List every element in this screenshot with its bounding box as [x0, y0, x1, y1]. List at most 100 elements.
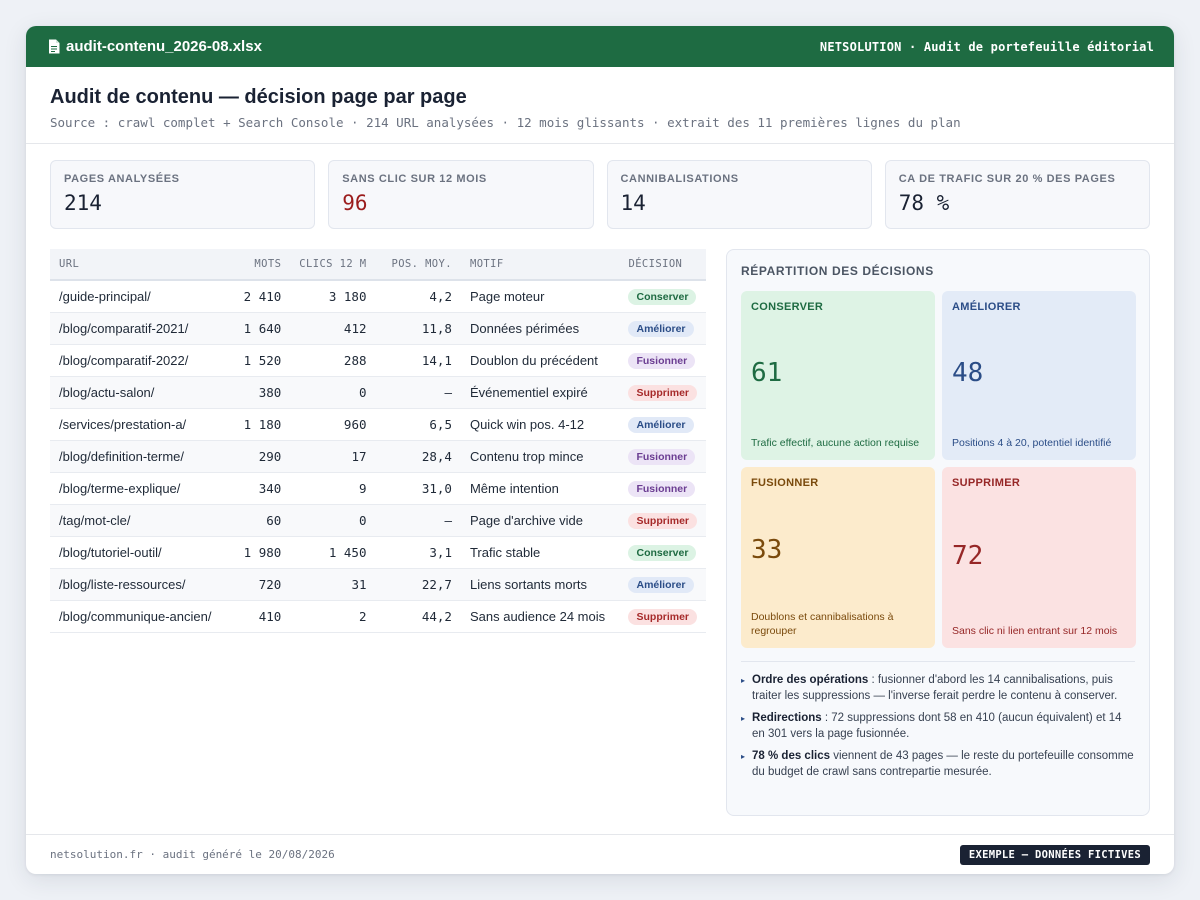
note-text: Ordre des opérations : fusionner d'abord… — [752, 672, 1135, 704]
clicks-cell: 31 — [290, 568, 376, 601]
decision-cell: Améliorer — [619, 312, 706, 345]
decision-badge: Améliorer — [628, 416, 694, 433]
table-row[interactable]: /tag/mot-cle/60 0— Page d'archive vide Supp… — [50, 504, 706, 537]
decision-badge: Conserver — [628, 288, 697, 305]
title-bar: audit-contenu_2026-08.xlsx NETSOLUTION ·… — [26, 26, 1174, 67]
table-row[interactable]: /blog/comparatif-2021/1 640 412 11,8 Donnée… — [50, 312, 706, 345]
decision-badge: Supprimer — [628, 512, 697, 529]
table-row[interactable]: /blog/terme-explique/340 9 31,0 Même intent… — [50, 472, 706, 505]
tile-fusionner: FUSIONNER 33 Doublons et cannibalisation… — [741, 467, 935, 648]
reason-cell: Quick win pos. 4-12 — [460, 408, 620, 441]
url-cell: /services/prestation-a/ — [50, 408, 235, 441]
word-count-cell: 1 980 — [234, 536, 291, 569]
decision-badge: Conserver — [628, 544, 697, 561]
clicks-cell: 1 450 — [290, 536, 376, 569]
table-row[interactable]: /blog/definition-terme/290 17 28,4 Contenu … — [50, 440, 706, 473]
decision-badge: Fusionner — [628, 448, 696, 465]
tile-description: Positions 4 à 20, potentiel identifié — [952, 437, 1112, 449]
page-subtitle: Source : crawl complet + Search Console … — [50, 115, 961, 130]
clicks-cell: 288 — [290, 344, 376, 377]
position-cell: 28,4 — [375, 440, 461, 473]
position-cell: 3,1 — [375, 536, 461, 569]
tile-supprimer: SUPPRIMER 72 Sans clic ni lien entrant s… — [942, 467, 1136, 648]
table-row[interactable]: /blog/actu-salon/380 0— Événementiel expir… — [50, 376, 706, 409]
audit-table-container: URL MOTS CLICS 12 M POS. MOY. MOTIF DÉCI… — [50, 249, 706, 816]
position-cell: — — [375, 504, 461, 537]
reason-cell: Page moteur — [460, 280, 620, 313]
column-header-decision[interactable]: DÉCISION — [619, 249, 706, 281]
kpi-value: 214 — [64, 191, 102, 215]
word-count-cell: 2 410 — [234, 280, 291, 313]
footer: netsolution.fr · audit généré le 20/08/2… — [26, 834, 1174, 874]
table-row[interactable]: /blog/communique-ancien/410 2 44,2 Sans aud… — [50, 600, 706, 633]
page-header: Audit de contenu — décision page par pag… — [26, 67, 1174, 144]
table-body: /guide-principal/2 410 3 180 4,2 Page moteu… — [50, 280, 706, 633]
position-cell: 31,0 — [375, 472, 461, 505]
note-body: : fusionner d'abord les 14 cannibalisati… — [752, 674, 1118, 702]
tile-ameliorer: AMÉLIORER 48 Positions 4 à 20, potentiel… — [942, 291, 1136, 460]
kpi-card-traffic-share: CA DE TRAFIC SUR 20 % DES PAGES 78 % — [884, 160, 1150, 229]
kpi-label: PAGES ANALYSÉES — [64, 173, 180, 185]
url-cell: /blog/actu-salon/ — [50, 376, 235, 409]
clicks-cell: 412 — [290, 312, 376, 345]
decision-cell: Supprimer — [619, 504, 706, 537]
column-header-motif[interactable]: MOTIF — [460, 249, 620, 281]
word-count-cell: 340 — [234, 472, 291, 505]
tile-description: Doublons et cannibalisations à regrouper — [751, 611, 894, 637]
kpi-value: 14 — [620, 191, 646, 215]
url-cell: /blog/liste-ressources/ — [50, 568, 235, 601]
note-item: ▸ Redirections : 72 suppressions dont 58… — [741, 710, 1135, 742]
column-header-url[interactable]: URL — [50, 249, 235, 281]
decision-cell: Fusionner — [619, 472, 706, 505]
footer-credit: netsolution.fr · audit généré le 20/08/2… — [50, 848, 335, 861]
clicks-cell: 17 — [290, 440, 376, 473]
decision-cell: Conserver — [619, 280, 706, 313]
note-bold: 78 % des clics — [752, 750, 831, 762]
column-header-pos[interactable]: POS. MOY. — [375, 249, 461, 281]
word-count-cell: 1 520 — [234, 344, 291, 377]
position-cell: 14,1 — [375, 344, 461, 377]
app-window: audit-contenu_2026-08.xlsx NETSOLUTION ·… — [26, 26, 1174, 874]
reason-cell: Même intention — [460, 472, 620, 505]
word-count-cell: 380 — [234, 376, 291, 409]
table-row[interactable]: /blog/comparatif-2022/1 520 288 14,1 Doublo… — [50, 344, 706, 377]
decision-badge: Fusionner — [628, 352, 696, 369]
document-icon — [49, 39, 60, 54]
note-text: 78 % des clics viennent de 43 pages — le… — [752, 748, 1135, 780]
url-cell: /guide-principal/ — [50, 280, 235, 313]
decision-cell: Fusionner — [619, 440, 706, 473]
table-row[interactable]: /blog/tutoriel-outil/1 980 1 450 3,1 Trafic… — [50, 536, 706, 569]
decision-grid: CONSERVER 61 Trafic effectif, aucune act… — [741, 291, 1136, 648]
tile-count: 72 — [952, 541, 984, 571]
decision-cell: Conserver — [619, 536, 706, 569]
decision-cell: Fusionner — [619, 344, 706, 377]
note-item: ▸ Ordre des opérations : fusionner d'abo… — [741, 672, 1135, 704]
url-cell: /blog/tutoriel-outil/ — [50, 536, 235, 569]
page-title: Audit de contenu — décision page par pag… — [50, 86, 467, 108]
kpi-value: 78 % — [898, 191, 950, 215]
word-count-cell: 1 640 — [234, 312, 291, 345]
note-bold: Redirections — [752, 712, 822, 724]
table-row[interactable]: /guide-principal/2 410 3 180 4,2 Page moteu… — [50, 280, 706, 313]
bullet-icon: ▸ — [741, 676, 746, 685]
tile-count: 61 — [751, 358, 783, 388]
table-header-row: URL MOTS CLICS 12 M POS. MOY. MOTIF DÉCI… — [50, 249, 706, 281]
column-header-clics[interactable]: CLICS 12 M — [290, 249, 376, 281]
table-row[interactable]: /blog/liste-ressources/720 31 22,7 Liens so… — [50, 568, 706, 601]
word-count-cell: 410 — [234, 600, 291, 633]
column-header-mots[interactable]: MOTS — [234, 249, 291, 281]
kpi-label: SANS CLIC SUR 12 MOIS — [342, 173, 487, 185]
clicks-cell: 9 — [290, 472, 376, 505]
word-count-cell: 290 — [234, 440, 291, 473]
decision-cell: Supprimer — [619, 376, 706, 409]
table-row[interactable]: /services/prestation-a/1 180 960 6,5 Quick … — [50, 408, 706, 441]
tile-name: SUPPRIMER — [952, 477, 1021, 489]
tile-name: CONSERVER — [751, 301, 824, 313]
position-cell: 22,7 — [375, 568, 461, 601]
notes-list: ▸ Ordre des opérations : fusionner d'abo… — [741, 661, 1135, 780]
note-body: viennent de 43 pages — le reste du porte… — [752, 750, 1134, 778]
position-cell: 4,2 — [375, 280, 461, 313]
tile-description: Sans clic ni lien entrant sur 12 mois — [952, 625, 1118, 637]
word-count-cell: 720 — [234, 568, 291, 601]
reason-cell: Page d'archive vide — [460, 504, 620, 537]
